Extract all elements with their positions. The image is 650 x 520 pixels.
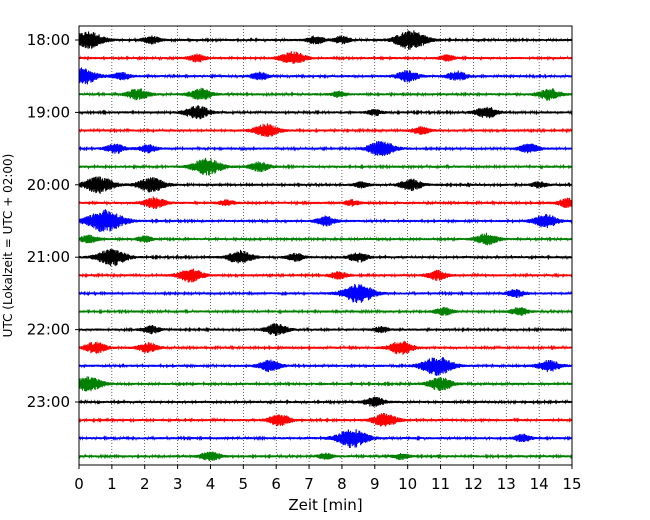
x-tick-label: 8 (337, 475, 347, 493)
trace-line (78, 196, 573, 209)
trace-line (78, 30, 573, 50)
trace-line (78, 105, 573, 120)
x-tick-label: 10 (398, 475, 417, 493)
y-tick-label: 18:00 (27, 31, 70, 49)
trace-line (78, 51, 573, 64)
y-tick-label: 22:00 (27, 321, 70, 339)
grid-lines (78, 26, 573, 465)
trace-line (78, 357, 573, 376)
x-tick-label: 11 (431, 475, 450, 493)
x-tick-label: 2 (140, 475, 150, 493)
x-tick-label: 9 (370, 475, 380, 493)
trace-group (78, 30, 573, 462)
y-tick-label: 20:00 (27, 176, 70, 194)
trace-line (78, 340, 573, 355)
trace-line (78, 283, 573, 303)
y-tick-label: 23:00 (27, 393, 70, 411)
y-axis: 18:00 19:00 20:00 21:00 22:00 23:00 (27, 31, 79, 411)
x-tick-label: 5 (239, 475, 249, 493)
trace-line (78, 123, 573, 137)
trace-line (78, 140, 573, 157)
trace-line (78, 268, 573, 283)
x-tick-label: 7 (304, 475, 314, 493)
trace-line (78, 413, 573, 427)
y-axis-label: UTC (Lokalzeit = UTC + 02:00) (1, 154, 15, 338)
trace-line (78, 67, 573, 85)
x-tick-label: 15 (562, 475, 581, 493)
trace-line (78, 176, 573, 194)
y-tick-label: 19:00 (27, 103, 70, 121)
trace-line (78, 248, 573, 267)
x-tick-label: 6 (271, 475, 281, 493)
trace-line (78, 209, 573, 233)
x-tick-label: 13 (497, 475, 516, 493)
plot-frame (78, 25, 573, 466)
x-tick-label: 1 (107, 475, 117, 493)
x-axis: 0 1 2 3 4 5 6 7 8 9 10 11 12 13 14 15 (74, 465, 582, 493)
trace-line (78, 232, 573, 246)
x-tick-label: 12 (464, 475, 483, 493)
trace-line (78, 396, 573, 407)
trace-line (78, 376, 573, 392)
trace-line (78, 306, 573, 316)
trace-line (78, 157, 573, 176)
y-tick-label: 21:00 (27, 248, 70, 266)
x-axis-label: Zeit [min] (288, 496, 362, 514)
trace-line (78, 429, 573, 449)
trace-line (78, 323, 573, 337)
trace-line (78, 87, 573, 101)
x-tick-label: 3 (173, 475, 183, 493)
x-tick-label: 14 (530, 475, 549, 493)
x-tick-label: 0 (74, 475, 84, 493)
trace-line (78, 451, 573, 462)
x-tick-label: 4 (206, 475, 216, 493)
